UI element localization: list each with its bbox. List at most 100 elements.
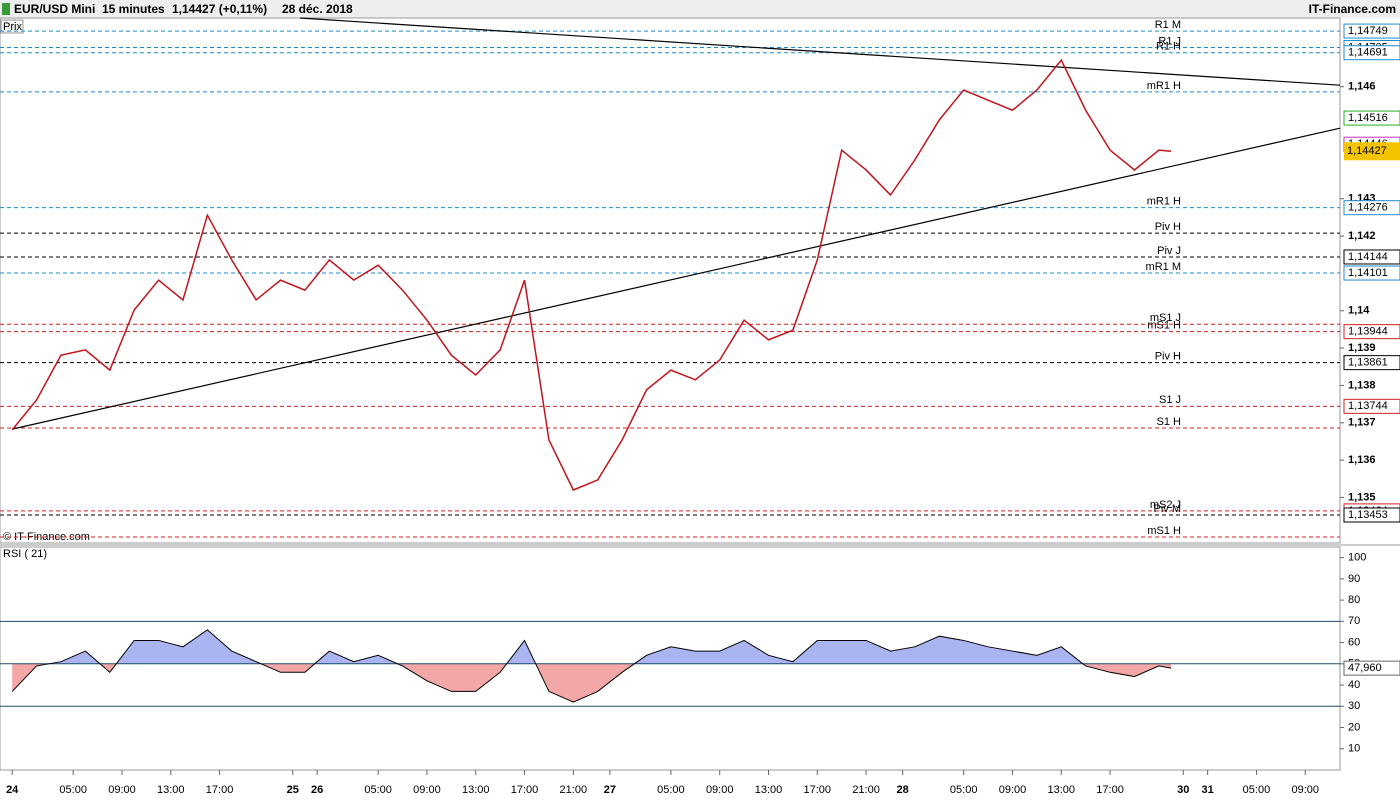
x-tick-label: 13:00: [755, 784, 783, 796]
header-bar: [0, 0, 1400, 18]
y-tick-label: 90: [1348, 573, 1360, 585]
price-line: [11, 58, 1172, 491]
price-panel: [0, 17, 1341, 544]
value-label: 1,14691: [1348, 47, 1388, 59]
rsi-line: [11, 629, 1172, 703]
rsi-value-box: [1343, 660, 1400, 676]
level-label: mS2 J: [1150, 499, 1181, 511]
level-label: S1 H: [1157, 416, 1182, 428]
indicator-box: [1343, 110, 1400, 126]
trendline: [12, 127, 1341, 430]
value-label: 1,14101: [1348, 267, 1388, 279]
level-label: Piv H: [1155, 351, 1181, 363]
level-label: R1 H: [1156, 41, 1181, 53]
x-tick-label: 24: [6, 784, 19, 796]
price-title: Prix: [3, 21, 22, 33]
value-box: [1343, 507, 1400, 523]
level-label: mS1 J: [1150, 312, 1181, 324]
value-box: [1343, 355, 1400, 371]
y-tick-label: 1,142: [1348, 230, 1376, 242]
level-label: Piv J: [1157, 245, 1181, 257]
level-label: Piv M: [1154, 503, 1182, 515]
x-tick-label: 05:00: [657, 784, 685, 796]
value-box: [1343, 249, 1400, 265]
x-tick-label: 09:00: [108, 784, 136, 796]
level-label: mS1 H: [1147, 525, 1181, 537]
x-tick-label: 31: [1202, 784, 1214, 796]
x-tick-label: 09:00: [1291, 784, 1319, 796]
y-tick-label: 20: [1348, 721, 1360, 733]
current-price-box: [1344, 142, 1400, 161]
x-tick-label: 13:00: [157, 784, 185, 796]
x-tick-label: 30: [1177, 784, 1189, 796]
x-tick-label: 05:00: [950, 784, 978, 796]
value-box: [1343, 200, 1400, 216]
y-tick-label: 1,14: [1348, 305, 1370, 317]
level-label: mR1 H: [1147, 196, 1181, 208]
value-box: [1343, 398, 1400, 414]
value-box: [1343, 23, 1400, 39]
y-tick-label: 60: [1348, 636, 1360, 648]
y-tick-label: 1,137: [1348, 417, 1376, 429]
rsi-panel: [0, 546, 1341, 771]
x-tick-label: 13:00: [462, 784, 490, 796]
symbol: EUR/USD Mini: [14, 2, 95, 16]
trendline: [300, 17, 1341, 86]
value-label: 1,14144: [1348, 251, 1388, 263]
current-price-label: 1,14427: [1347, 145, 1387, 157]
x-tick-label: 17:00: [1096, 784, 1124, 796]
x-tick-label: 26: [311, 784, 323, 796]
y-tick-label: 80: [1348, 594, 1360, 606]
x-tick-label: 21:00: [852, 784, 880, 796]
x-tick-label: 09:00: [999, 784, 1027, 796]
x-tick-label: 13:00: [1047, 784, 1075, 796]
level-label: mS1 H: [1147, 320, 1181, 332]
x-tick-label: 05:00: [364, 784, 392, 796]
x-tick-label: 21:00: [560, 784, 588, 796]
x-tick-label: 05:00: [1243, 784, 1271, 796]
indicator-label: 1,14516: [1348, 112, 1388, 124]
value-label: 1,13861: [1348, 357, 1388, 369]
value-label: 1,14749: [1348, 25, 1388, 37]
x-tick-label: 27: [604, 784, 616, 796]
value-label: 1,13453: [1348, 509, 1388, 521]
y-tick-label: 1,135: [1348, 491, 1376, 503]
x-tick-label: 09:00: [413, 784, 441, 796]
value-box: [1343, 45, 1400, 61]
rsi-fill-above: [48, 629, 1083, 664]
panel-label-box: [0, 19, 24, 34]
x-tick-label: 17:00: [804, 784, 832, 796]
y-tick-label: 1,146: [1348, 81, 1376, 93]
value-label: 1,13744: [1348, 400, 1388, 412]
rsi-fill-below: [12, 663, 1172, 703]
icon: [2, 3, 10, 15]
x-tick-label: 17:00: [511, 784, 539, 796]
date: 28 déc. 2018: [282, 2, 353, 16]
interval: 15 minutes: [102, 2, 165, 16]
rsi-value-label: 47,960: [1348, 662, 1382, 674]
credit: © IT-Finance.com: [3, 531, 90, 543]
y-tick-label: 70: [1348, 615, 1360, 627]
y-tick-label: 30: [1348, 700, 1360, 712]
level-label: mR1 H: [1147, 80, 1181, 92]
x-tick-label: 17:00: [206, 784, 234, 796]
value-label: 1,13944: [1348, 326, 1388, 338]
y-tick-label: 40: [1348, 679, 1360, 691]
y-tick-label: 1,138: [1348, 379, 1376, 391]
level-label: mR1 M: [1146, 261, 1181, 273]
x-tick-label: 09:00: [706, 784, 734, 796]
y-tick-label: 1,139: [1348, 342, 1376, 354]
value-box: [1343, 324, 1400, 340]
x-tick-label: 25: [287, 784, 299, 796]
level-label: R1 J: [1158, 35, 1181, 47]
x-tick-label: 05:00: [59, 784, 87, 796]
level-label: Piv H: [1155, 221, 1181, 233]
value-label: 1,14276: [1348, 202, 1388, 214]
y-tick-label: 100: [1348, 552, 1366, 564]
brand: IT-Finance.com: [1309, 2, 1396, 16]
rsi-title: RSI ( 21): [3, 548, 47, 560]
value-box: [1343, 265, 1400, 281]
level-label: R1 M: [1155, 19, 1181, 31]
